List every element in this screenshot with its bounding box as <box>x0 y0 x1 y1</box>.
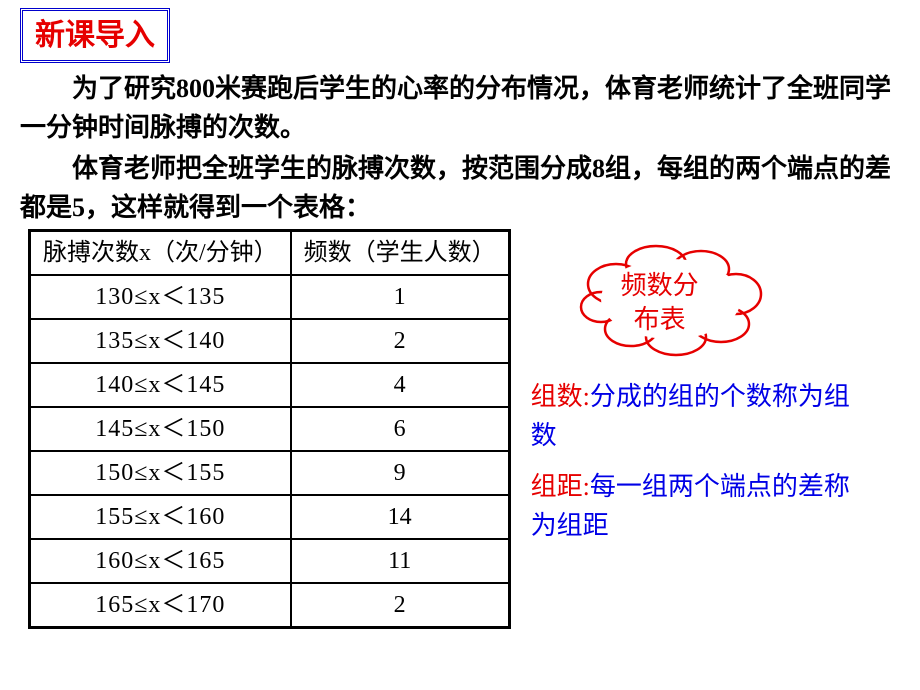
defn1-term: 组数: <box>531 382 590 411</box>
col-header-freq: 频数（学生人数） <box>291 231 510 276</box>
cell-freq: 2 <box>291 583 510 628</box>
cloud-callout: 频数分 布表 <box>571 239 771 359</box>
table-header-row: 脉搏次数x（次/分钟） 频数（学生人数） <box>30 231 510 276</box>
cloud-line1: 频数分 <box>621 271 699 300</box>
cell-range: 155≤x＜160 <box>30 495 291 539</box>
cell-freq: 2 <box>291 319 510 363</box>
cell-range: 145≤x＜150 <box>30 407 291 451</box>
table-row: 135≤x＜1402 <box>30 319 510 363</box>
table-row: 140≤x＜1454 <box>30 363 510 407</box>
cell-freq: 6 <box>291 407 510 451</box>
definition-group-width: 组距:每一组两个端点的差称为组距 <box>531 467 861 545</box>
cell-freq: 14 <box>291 495 510 539</box>
table-row: 150≤x＜1559 <box>30 451 510 495</box>
table-row: 145≤x＜1506 <box>30 407 510 451</box>
cell-freq: 4 <box>291 363 510 407</box>
table-row: 155≤x＜16014 <box>30 495 510 539</box>
cell-range: 135≤x＜140 <box>30 319 291 363</box>
cell-range: 130≤x＜135 <box>30 275 291 319</box>
frequency-table: 脉搏次数x（次/分钟） 频数（学生人数） 130≤x＜1351135≤x＜140… <box>28 229 511 629</box>
cell-freq: 9 <box>291 451 510 495</box>
cell-range: 140≤x＜145 <box>30 363 291 407</box>
cell-range: 150≤x＜155 <box>30 451 291 495</box>
cell-freq: 11 <box>291 539 510 583</box>
cell-range: 160≤x＜165 <box>30 539 291 583</box>
paragraph-2: 体育老师把全班学生的脉搏次数，按范围分成8组，每组的两个端点的差都是5，这样就得… <box>20 149 900 227</box>
table-row: 165≤x＜1702 <box>30 583 510 628</box>
table-row: 130≤x＜1351 <box>30 275 510 319</box>
definition-group-count: 组数:分成的组的个数称为组数 <box>531 377 861 455</box>
section-title: 新课导入 <box>20 8 170 63</box>
cloud-line2: 布表 <box>634 305 686 334</box>
table-row: 160≤x＜16511 <box>30 539 510 583</box>
cell-range: 165≤x＜170 <box>30 583 291 628</box>
col-header-range: 脉搏次数x（次/分钟） <box>30 231 291 276</box>
paragraph-1: 为了研究800米赛跑后学生的心率的分布情况，体育老师统计了全班同学一分钟时间脉搏… <box>20 69 900 147</box>
cell-freq: 1 <box>291 275 510 319</box>
defn2-term: 组距: <box>531 472 590 501</box>
